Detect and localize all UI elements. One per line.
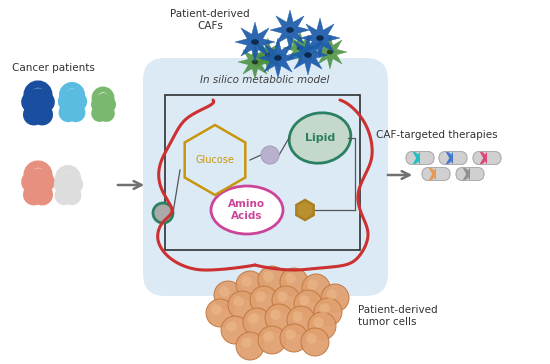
Circle shape [277,291,288,302]
Circle shape [285,329,296,340]
Circle shape [228,291,256,319]
Ellipse shape [327,50,333,54]
Circle shape [219,286,230,297]
Circle shape [153,203,173,223]
Circle shape [233,296,244,307]
Polygon shape [288,35,328,75]
Circle shape [313,317,324,328]
Ellipse shape [304,52,312,58]
Text: Amino
Acids: Amino Acids [228,199,266,221]
Polygon shape [480,151,487,165]
Ellipse shape [286,27,294,33]
Circle shape [236,271,264,299]
Circle shape [307,279,318,290]
Ellipse shape [274,55,282,61]
Polygon shape [446,151,453,165]
Circle shape [314,298,342,326]
Circle shape [287,306,315,334]
Circle shape [321,284,349,312]
Polygon shape [296,200,314,220]
Circle shape [211,304,222,315]
Circle shape [301,328,329,356]
Text: Patient-derived
CAFs: Patient-derived CAFs [170,9,250,31]
Circle shape [258,266,286,294]
Circle shape [258,326,286,354]
Text: Glucose: Glucose [196,155,234,165]
Circle shape [280,324,308,352]
Circle shape [261,146,279,164]
Circle shape [294,290,322,318]
Circle shape [221,316,249,344]
FancyBboxPatch shape [456,167,484,181]
Polygon shape [463,167,470,181]
Polygon shape [270,10,310,50]
Circle shape [236,332,264,360]
Ellipse shape [316,35,324,41]
Circle shape [326,289,337,300]
Circle shape [292,311,303,322]
Polygon shape [251,38,285,72]
Ellipse shape [297,46,303,50]
Text: CAF-targeted therapies: CAF-targeted therapies [376,130,498,140]
Circle shape [241,337,252,348]
Circle shape [308,312,336,340]
Text: Cancer patients: Cancer patients [12,63,95,73]
Circle shape [248,313,259,324]
Polygon shape [300,18,340,58]
Circle shape [306,333,317,344]
FancyBboxPatch shape [406,151,434,165]
Polygon shape [235,22,275,62]
Circle shape [241,276,252,287]
Circle shape [206,299,234,327]
Polygon shape [412,151,420,165]
Circle shape [270,309,281,320]
Circle shape [255,291,266,302]
Text: Patient-derived
tumor cells: Patient-derived tumor cells [358,305,438,327]
FancyBboxPatch shape [473,151,501,165]
Circle shape [263,271,274,282]
Circle shape [243,308,271,336]
Circle shape [280,268,308,296]
Circle shape [250,286,278,314]
Circle shape [214,281,242,309]
Polygon shape [428,167,436,181]
Circle shape [285,273,296,284]
FancyBboxPatch shape [439,151,467,165]
Ellipse shape [289,113,351,163]
Text: In silico metabolic model: In silico metabolic model [200,75,329,85]
Ellipse shape [265,53,271,58]
Circle shape [263,331,274,342]
Circle shape [319,303,330,314]
FancyBboxPatch shape [143,58,388,296]
Bar [165,95,360,250]
Polygon shape [238,45,272,79]
Polygon shape [313,35,347,69]
Text: Lipid: Lipid [305,133,335,143]
Ellipse shape [252,60,258,64]
Polygon shape [258,38,298,78]
Ellipse shape [251,39,259,45]
FancyBboxPatch shape [422,167,450,181]
Ellipse shape [211,186,283,234]
Circle shape [265,304,293,332]
Circle shape [272,286,300,314]
Circle shape [302,274,330,302]
Circle shape [226,321,237,332]
Polygon shape [283,31,317,65]
Circle shape [299,295,310,306]
